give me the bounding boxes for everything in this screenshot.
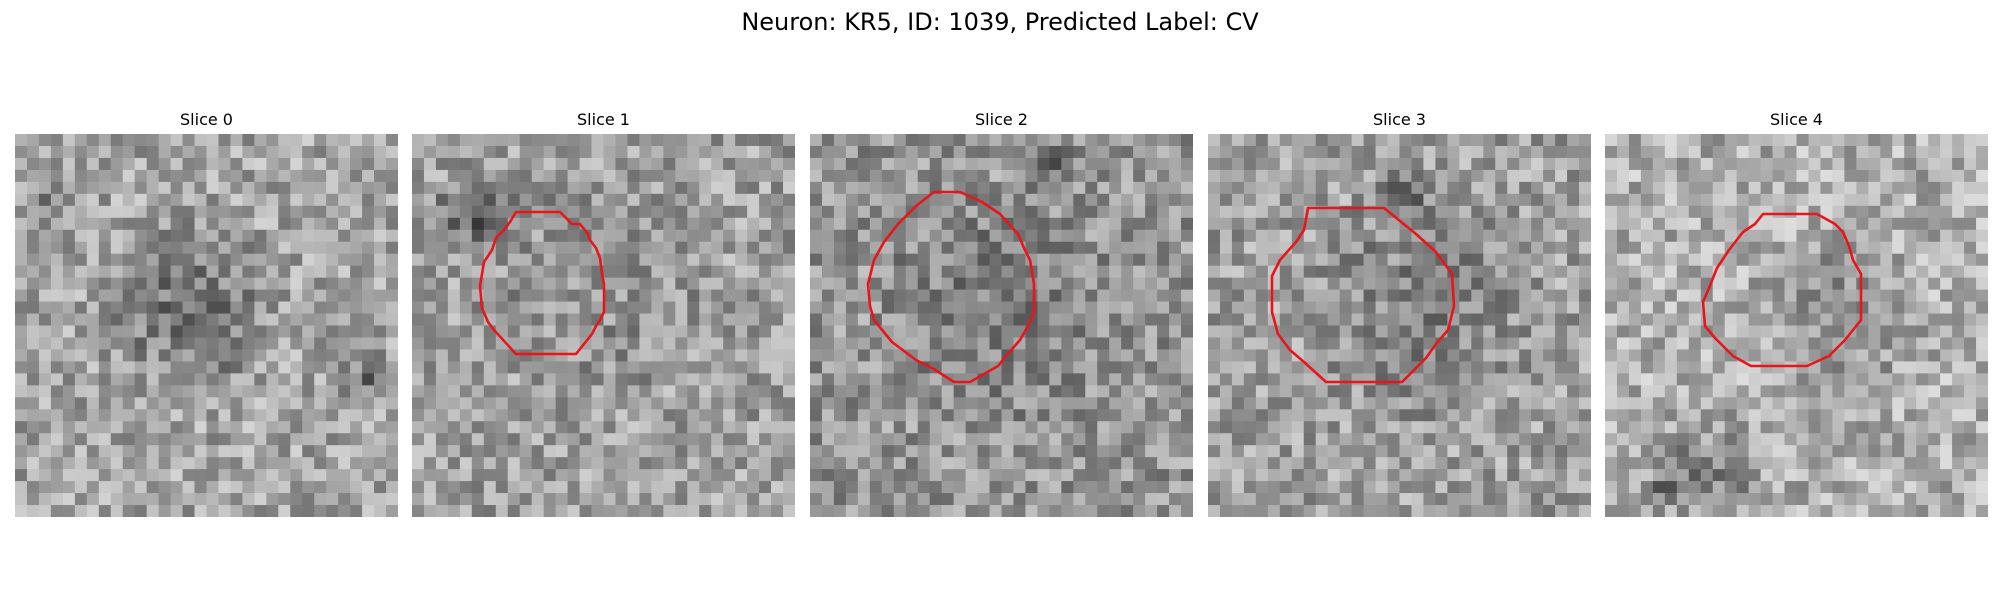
grayscale-slice-image [412, 134, 795, 517]
slice-panel-1: Slice 1 [412, 110, 795, 520]
slice-title: Slice 2 [975, 110, 1028, 129]
roi-contour [1270, 206, 1456, 384]
slice-panel-4: Slice 4 [1605, 110, 1988, 520]
roi-contour [866, 190, 1036, 384]
figure-title: Neuron: KR5, ID: 1039, Predicted Label: … [741, 8, 1259, 36]
grayscale-slice-image [15, 134, 398, 517]
slice-panel-0: Slice 0 [15, 110, 398, 520]
grayscale-slice-image [810, 134, 1193, 517]
slice-title: Slice 0 [180, 110, 233, 129]
slice-title: Slice 1 [577, 110, 630, 129]
grayscale-slice-image [1605, 134, 1988, 517]
roi-contour [1701, 212, 1863, 368]
slice-title: Slice 3 [1373, 110, 1426, 129]
roi-contour [478, 210, 606, 356]
slice-title: Slice 4 [1770, 110, 1823, 129]
grayscale-slice-image [1208, 134, 1591, 517]
slice-panel-2: Slice 2 [810, 110, 1193, 520]
slice-panel-3: Slice 3 [1208, 110, 1591, 520]
